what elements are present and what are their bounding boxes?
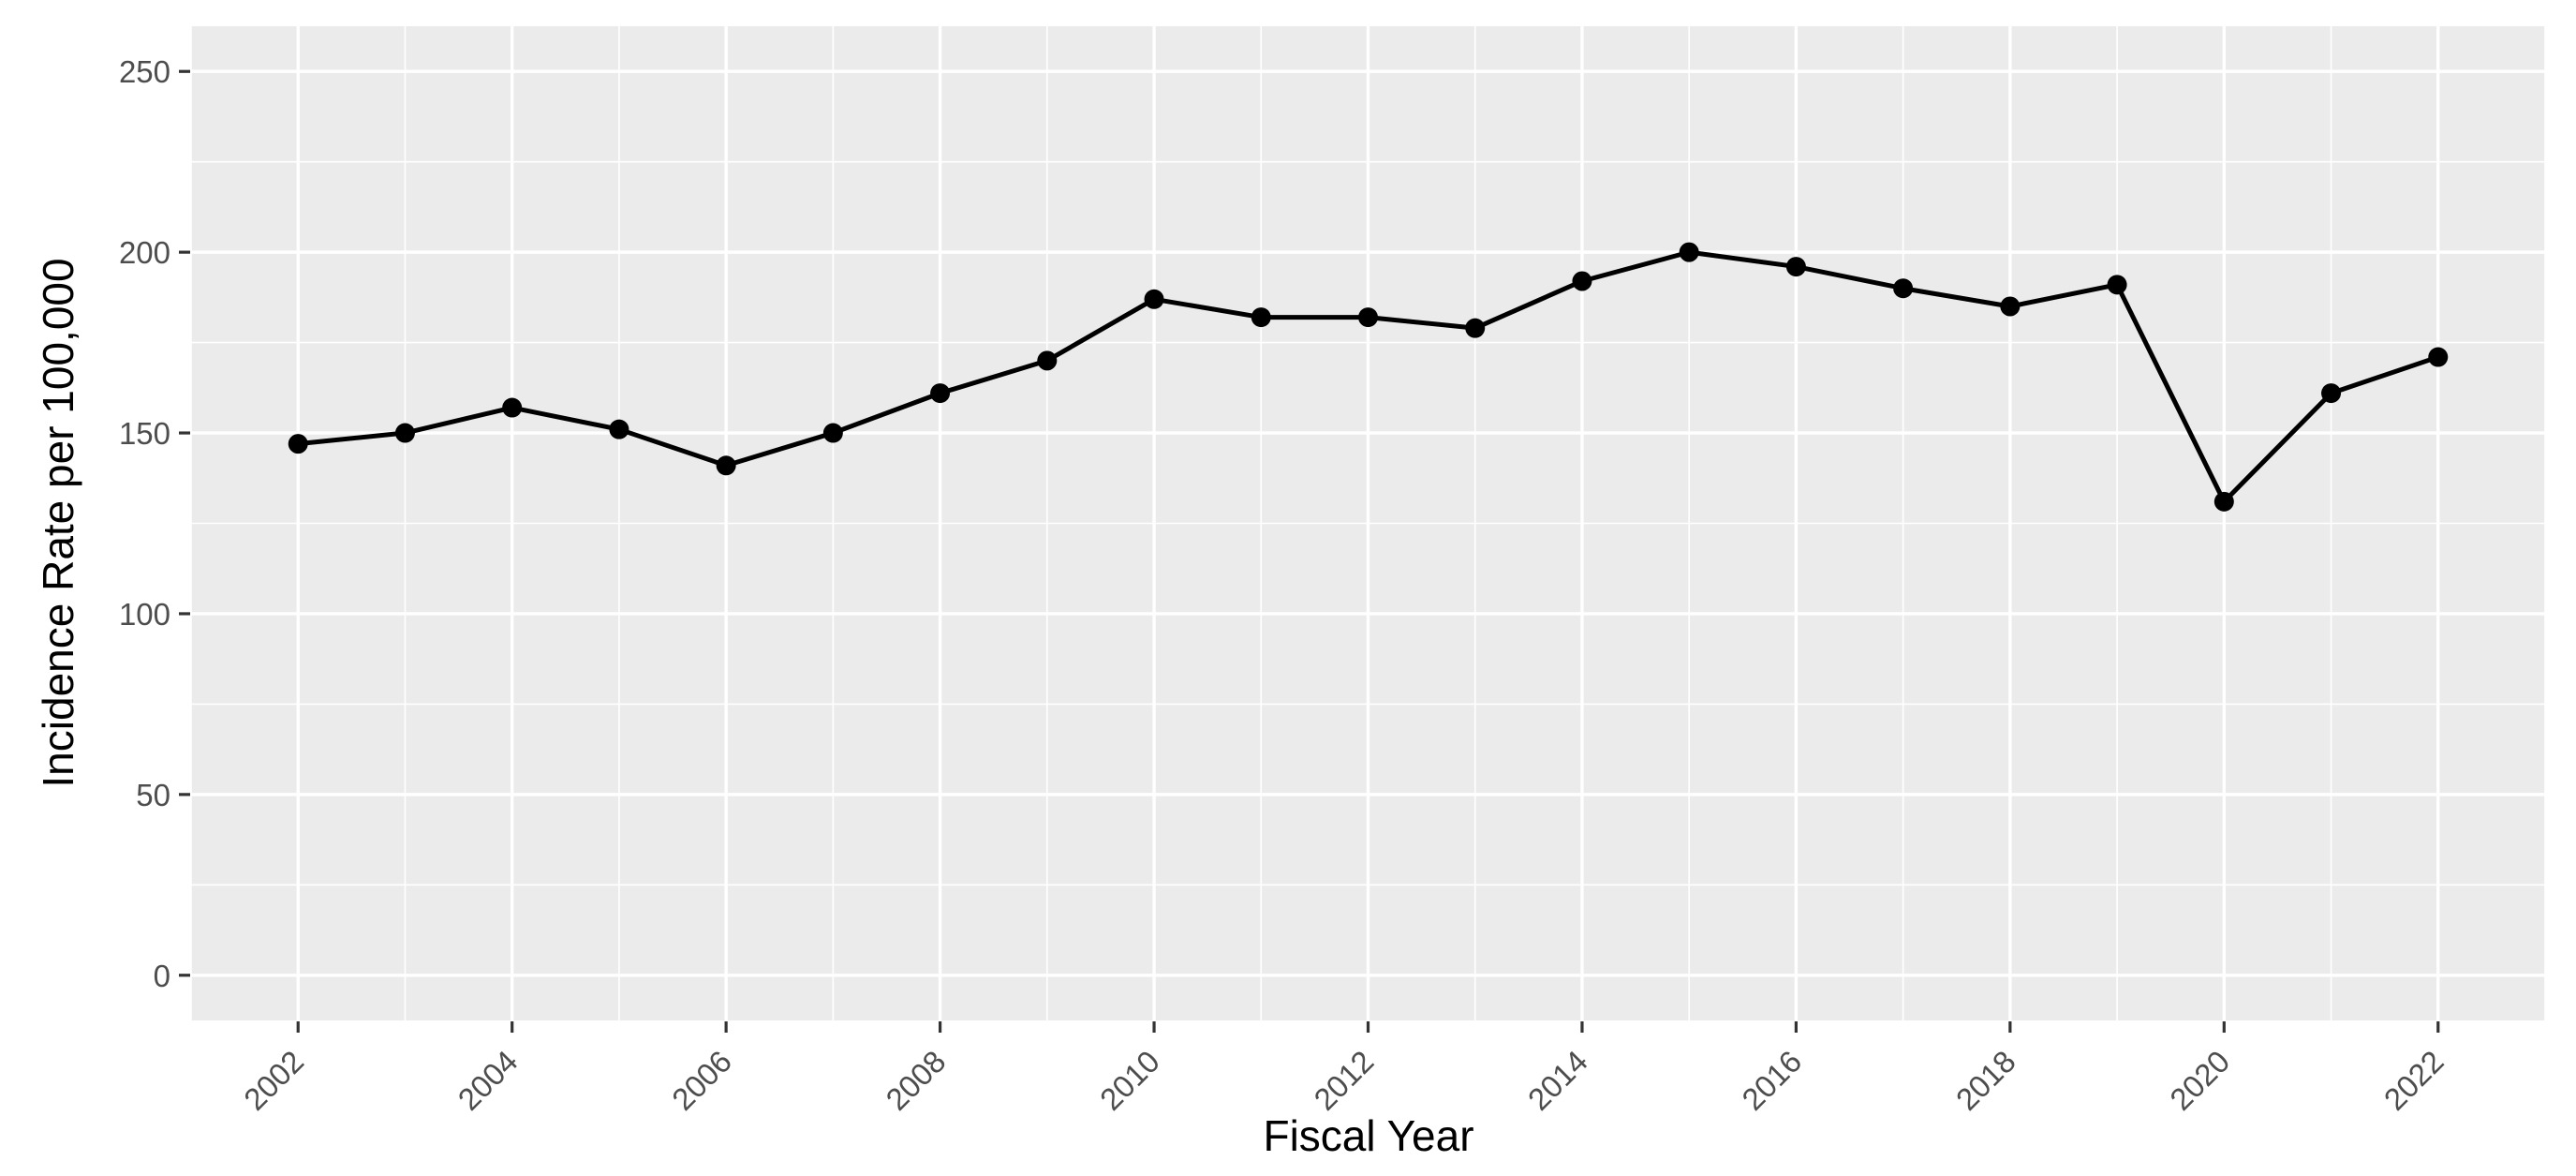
y-tick-label: 50	[136, 778, 170, 812]
x-tick-label: 2022	[2377, 1044, 2450, 1117]
data-point	[609, 419, 629, 439]
x-tick-label: 2004	[452, 1044, 525, 1117]
x-tick-label: 2012	[1307, 1044, 1380, 1117]
data-point	[2321, 383, 2342, 404]
data-point	[1037, 350, 1058, 371]
y-tick-label: 250	[119, 54, 170, 89]
data-point	[716, 455, 736, 476]
x-tick-label: 2014	[1521, 1044, 1594, 1117]
data-point	[1358, 307, 1378, 328]
x-tick-label: 2008	[879, 1044, 952, 1117]
data-point	[394, 423, 415, 443]
data-point	[822, 423, 843, 443]
data-point	[1465, 318, 1486, 338]
data-point	[1679, 242, 1699, 262]
y-tick-label: 150	[119, 416, 170, 451]
y-tick-label: 100	[119, 597, 170, 632]
x-tick-label: 2016	[1735, 1044, 1808, 1117]
data-point	[1785, 257, 1806, 277]
data-point	[1893, 278, 1914, 299]
y-axis-title: Incidence Rate per 100,000	[34, 258, 82, 788]
data-point	[1572, 271, 1592, 291]
data-point	[2107, 275, 2127, 295]
data-point	[2213, 491, 2234, 512]
data-point	[288, 434, 308, 454]
x-tick-label: 2010	[1093, 1044, 1166, 1117]
data-point	[930, 383, 951, 404]
x-tick-label: 2006	[665, 1044, 738, 1117]
x-tick-label: 2002	[237, 1044, 310, 1117]
data-point	[1144, 289, 1164, 309]
x-axis-title: Fiscal Year	[1263, 1111, 1474, 1160]
x-tick-label: 2020	[2163, 1044, 2236, 1117]
y-tick-label: 0	[154, 959, 170, 993]
data-point	[2428, 347, 2449, 367]
y-tick-label: 200	[119, 235, 170, 270]
x-tick-label: 2018	[1949, 1044, 2022, 1117]
data-point	[1251, 307, 1271, 328]
data-point	[502, 397, 523, 418]
data-point	[2000, 296, 2021, 317]
